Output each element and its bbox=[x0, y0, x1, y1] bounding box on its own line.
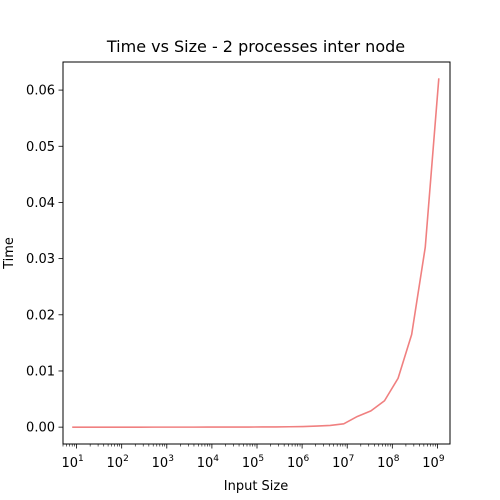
x-tick-label: 104 bbox=[197, 454, 220, 471]
y-tick-label: 0.01 bbox=[26, 364, 55, 379]
chart-title: Time vs Size - 2 processes inter node bbox=[106, 37, 405, 56]
axis-ticks: 101 102 103 104 105 106 107 108 109 0.00 0.01 0.02 0… bbox=[26, 84, 445, 471]
y-tick-label: 0.03 bbox=[26, 252, 55, 267]
x-axis-label: Input Size bbox=[224, 479, 288, 494]
series-line-0 bbox=[72, 78, 440, 428]
x-tick-label: 103 bbox=[152, 454, 174, 471]
x-tick-label: 109 bbox=[422, 454, 445, 471]
y-tick-label: 0.06 bbox=[26, 84, 55, 99]
x-tick-label: 105 bbox=[242, 454, 264, 471]
y-tick-label: 0.02 bbox=[26, 308, 55, 323]
x-tick-label: 108 bbox=[377, 454, 400, 471]
x-tick-label: 107 bbox=[332, 454, 354, 471]
plot-area bbox=[62, 61, 451, 445]
x-tick-label: 106 bbox=[287, 454, 310, 471]
y-tick-label: 0.04 bbox=[26, 196, 55, 211]
x-tick-label: 102 bbox=[107, 454, 129, 471]
x-tick-label: 101 bbox=[61, 454, 83, 471]
y-tick-label: 0.05 bbox=[26, 140, 55, 155]
y-axis-label: Time bbox=[2, 237, 17, 270]
y-tick-label: 0.00 bbox=[26, 421, 55, 436]
axes-frame bbox=[62, 61, 451, 445]
